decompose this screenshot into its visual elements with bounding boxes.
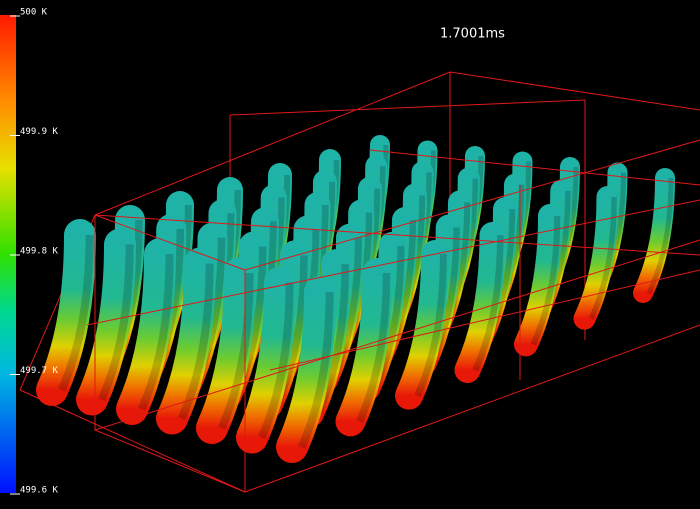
tube-shade bbox=[472, 234, 504, 372]
tube-shade bbox=[97, 244, 134, 402]
tube bbox=[395, 240, 449, 410]
tube bbox=[633, 168, 675, 303]
tube-shade bbox=[356, 272, 391, 423]
tube-shade bbox=[257, 282, 294, 440]
tube-shade bbox=[57, 234, 94, 392]
colorbar-label: 499.9 K bbox=[20, 127, 59, 137]
tube-shade bbox=[414, 253, 447, 398]
tube bbox=[335, 258, 393, 437]
tube-shade bbox=[297, 291, 334, 449]
colorbar bbox=[0, 15, 16, 493]
colorbar-label: 499.6 K bbox=[20, 486, 59, 496]
tube-array bbox=[36, 135, 675, 463]
colorbar-label: 499.7 K bbox=[20, 366, 59, 376]
tube bbox=[454, 222, 506, 383]
bounding-box-front bbox=[86, 139, 700, 493]
time-label: 1.7001ms bbox=[440, 27, 505, 42]
tube-shade bbox=[217, 272, 254, 430]
tube-shade bbox=[137, 253, 174, 411]
tube bbox=[116, 238, 176, 425]
colorbar-label: 499.8 K bbox=[20, 247, 59, 257]
tube bbox=[236, 266, 296, 454]
tube-shade bbox=[588, 196, 617, 320]
tube-shade bbox=[177, 263, 214, 421]
tube bbox=[276, 276, 336, 463]
tube bbox=[514, 204, 562, 357]
colorbar-label: 500 K bbox=[20, 8, 48, 18]
tube bbox=[76, 228, 136, 416]
tube bbox=[36, 219, 96, 406]
tube bbox=[573, 186, 619, 330]
tube-shade bbox=[646, 177, 674, 295]
